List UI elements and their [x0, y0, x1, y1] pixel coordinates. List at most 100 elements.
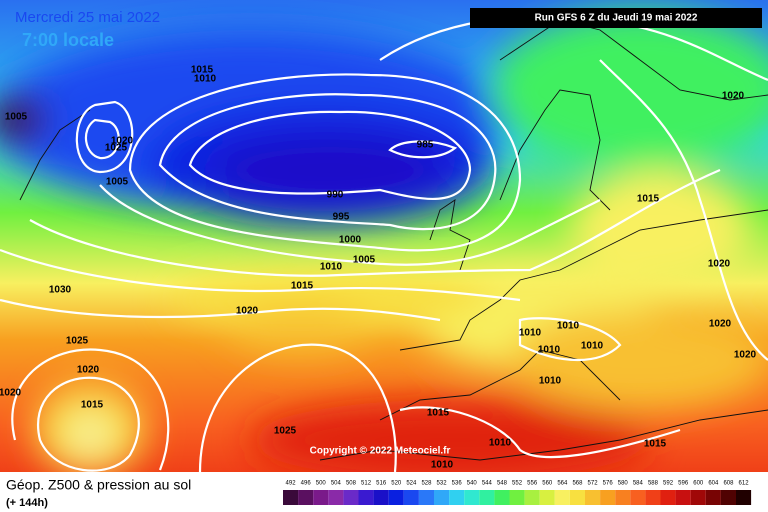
scale-label: 604 [708, 481, 719, 487]
isobar-label: 1010 [431, 460, 454, 471]
coastlines [19, 19, 768, 461]
isobar-label: 1020 [111, 136, 134, 147]
run-info: Run GFS 6 Z du Jeudi 19 mai 2022 [535, 13, 698, 24]
isobar-label: 1010 [194, 74, 217, 85]
isobar [29, 168, 721, 277]
forecast-time: 7:00 locale [22, 30, 114, 50]
isobar-label: 1015 [81, 400, 104, 411]
scale-swatch [464, 490, 480, 505]
scale-swatch [645, 490, 661, 505]
scale-swatch [494, 490, 510, 505]
isobar-label: 985 [417, 140, 434, 151]
scale-label: 560 [542, 481, 553, 487]
scale-swatch [660, 490, 676, 505]
scale-swatch [343, 490, 359, 505]
scale-label: 552 [512, 481, 523, 487]
isobar-label: 1005 [353, 255, 376, 266]
scale-swatch [675, 490, 691, 505]
scale-label: 564 [557, 481, 568, 487]
isobar [599, 59, 768, 361]
scale-label: 496 [301, 481, 312, 487]
scale-swatch [539, 490, 555, 505]
isobar-label: 1010 [519, 328, 542, 339]
scale-swatch [434, 490, 450, 505]
scale-swatch [736, 490, 752, 505]
scale-swatch [705, 490, 721, 505]
isobar-label: 1020 [77, 365, 100, 376]
isobar-label: 1020 [236, 306, 259, 317]
run-box [470, 8, 762, 28]
scale-label: 528 [421, 481, 432, 487]
isobar-label: 1015 [644, 439, 667, 450]
scale-label: 596 [678, 481, 689, 487]
isobar [188, 110, 472, 200]
copyright: Copyright © 2022 Meteociel.fr [310, 446, 451, 457]
scale-swatch [524, 490, 540, 505]
isobar-label: 1020 [709, 319, 732, 330]
isobar [0, 248, 521, 302]
scale-label: 580 [618, 481, 629, 487]
isobar-label: 1025 [66, 336, 89, 347]
scale-label: 512 [361, 481, 372, 487]
isobar-label: 1010 [581, 341, 604, 352]
scale-swatch [479, 490, 495, 505]
isobars [0, 15, 768, 473]
scale-swatch [358, 490, 374, 505]
isobar-label: 1020 [734, 350, 757, 361]
isobar-label: 1030 [49, 285, 72, 296]
scale-swatch [388, 490, 404, 505]
isobar-label: 1020 [0, 388, 22, 399]
scale-label: 608 [723, 481, 734, 487]
scale-label: 520 [391, 481, 402, 487]
isobar [198, 343, 397, 473]
scale-label: 508 [346, 481, 357, 487]
scale-label: 532 [437, 481, 448, 487]
scale-swatch [373, 490, 389, 505]
isobar [388, 140, 458, 159]
isobar [0, 298, 441, 322]
scale-label: 524 [406, 481, 417, 487]
isobar-label: 1000 [339, 235, 362, 246]
scale-label: 592 [663, 481, 674, 487]
isobar-label: 1025 [105, 143, 128, 154]
isobar-label: 1015 [191, 65, 214, 76]
footer-lead: (+ 144h) [6, 497, 48, 509]
isobar [11, 348, 170, 471]
isobar [37, 376, 140, 472]
scale-label: 516 [376, 481, 387, 487]
isobar [518, 317, 622, 361]
isobar-label: 995 [333, 212, 350, 223]
scale-label: 588 [648, 481, 659, 487]
scale-label: 548 [497, 481, 508, 487]
scale-swatch [328, 490, 344, 505]
isobar-label: 1010 [320, 262, 343, 273]
scale-swatch [403, 490, 419, 505]
scale-label: 612 [739, 481, 750, 487]
scale-label: 492 [286, 481, 297, 487]
scale-swatch [720, 490, 736, 505]
scale-label: 600 [693, 481, 704, 487]
scale-swatch [600, 490, 616, 505]
scale-label: 556 [527, 481, 538, 487]
field [0, 0, 768, 480]
isobar [99, 184, 601, 266]
scale-swatch [569, 490, 585, 505]
isobar-label: 1015 [427, 408, 450, 419]
isobar-label: 1005 [5, 112, 28, 123]
isobar [158, 93, 497, 231]
scale-swatch [509, 490, 525, 505]
scale-label: 540 [467, 481, 478, 487]
isobar-label: 1005 [106, 177, 129, 188]
scale-swatch [449, 490, 465, 505]
scale-swatch [298, 490, 314, 505]
scale-label: 568 [572, 481, 583, 487]
isobar-label: 1020 [708, 259, 731, 270]
scale-swatch [630, 490, 646, 505]
isobar-label: 1010 [489, 438, 512, 449]
isobar [84, 118, 120, 160]
isobar-labels: 1015101010051020102510059859909951000100… [0, 65, 757, 471]
scale-swatch [283, 490, 299, 505]
scale-label: 584 [633, 481, 644, 487]
